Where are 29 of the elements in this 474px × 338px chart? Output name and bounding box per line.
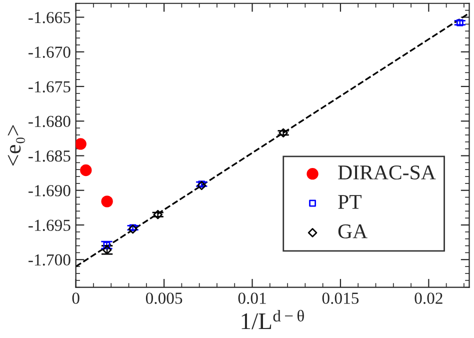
x-tick-label: 0.015 (322, 292, 359, 304)
y-tick-label: -1.675 (28, 81, 70, 92)
point (128, 224, 138, 234)
y-axis-title: <e₀> (8, 125, 26, 166)
point (76, 138, 86, 150)
x-tick-label: 0.01 (238, 292, 266, 304)
x-axis-title: 1/L$^{d−θ}$ (242, 310, 304, 330)
y-tick-label: -1.690 (28, 185, 70, 196)
point (103, 242, 110, 249)
point (198, 180, 206, 188)
x-tick-label: 0.005 (146, 292, 182, 304)
point (278, 128, 288, 138)
legend-label: DIRAC-SA (338, 166, 436, 180)
y-tick-label: -1.670 (28, 46, 70, 58)
x-tick-label: 0.02 (414, 292, 442, 304)
x-tick-label: 0 (72, 292, 80, 304)
legend-label: GA (338, 224, 368, 238)
y-tick-label: -1.685 (28, 150, 70, 162)
y-tick-label: -1.665 (28, 12, 70, 24)
point (197, 180, 206, 190)
point (153, 210, 162, 220)
legend-label: PT (338, 195, 362, 209)
point (101, 196, 113, 208)
y-tick-label: -1.700 (28, 254, 70, 266)
y-tick-label: -1.695 (28, 220, 70, 231)
point (129, 224, 136, 232)
y-tick-label: -1.680 (28, 116, 70, 128)
point (80, 164, 92, 176)
point (456, 19, 464, 26)
